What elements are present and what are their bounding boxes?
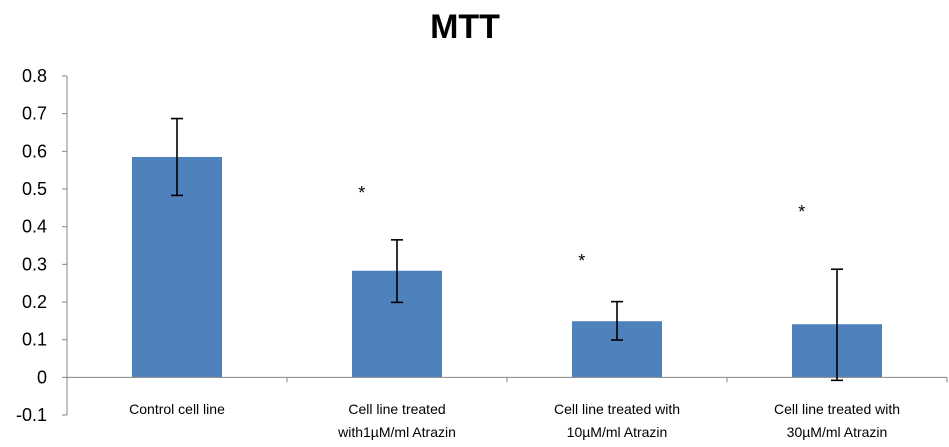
significance-marker: *: [798, 202, 805, 222]
y-tick-label: 0.2: [22, 292, 47, 312]
significance-marker: *: [358, 183, 365, 203]
significance-marker: *: [578, 251, 585, 271]
y-tick-label: -0.1: [16, 405, 47, 425]
y-tick-label: 0.8: [22, 66, 47, 86]
x-tick-label: with1µM/ml Atrazin: [337, 424, 456, 440]
x-tick-label: Cell line treated with: [774, 401, 900, 417]
y-tick-label: 0: [37, 367, 47, 387]
y-tick-label: 0.1: [22, 330, 47, 350]
y-tick-label: 0.4: [22, 217, 47, 237]
y-tick-label: 0.3: [22, 254, 47, 274]
plot-area: 0.8 0.7 0.6 0.5 0.4 0.3 0.2 0.1 0 -0.1 * * * Control …: [16, 66, 948, 440]
y-tick-label: 0.7: [22, 104, 47, 124]
y-tick-label: 0.6: [22, 141, 47, 161]
x-tick-label: Cell line treated: [348, 401, 445, 417]
y-tick-label: 0.5: [22, 179, 47, 199]
x-tick-label: 10µM/ml Atrazin: [567, 424, 668, 440]
x-tick-label: 30µM/ml Atrazin: [787, 424, 888, 440]
chart-title: MTT: [430, 8, 500, 46]
x-tick-label: Control cell line: [129, 401, 225, 417]
x-tick-label: Cell line treated with: [554, 401, 680, 417]
